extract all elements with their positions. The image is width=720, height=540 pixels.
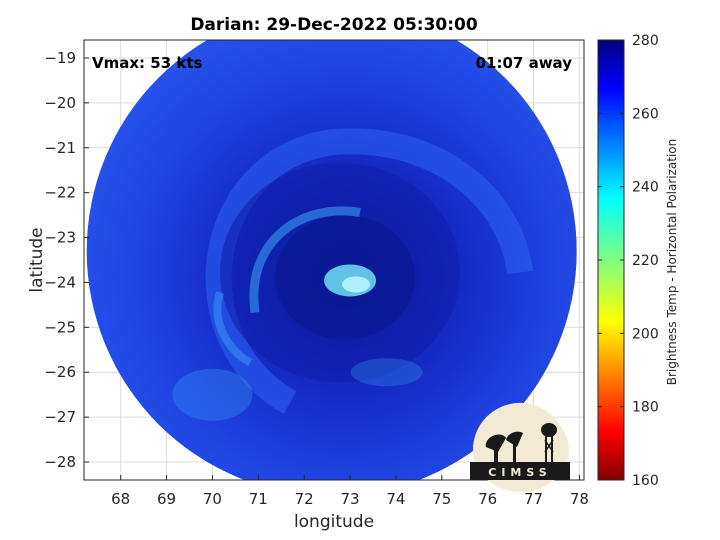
- x-tick-label: 78: [570, 490, 589, 508]
- colorbar-tick-label: 280: [632, 33, 659, 49]
- swath-image: [86, 40, 577, 480]
- y-tick-label: −28: [44, 453, 76, 471]
- x-tick-label: 69: [157, 490, 176, 508]
- colorbar-tick-label: 240: [632, 180, 659, 196]
- y-tick-label: −25: [44, 318, 76, 336]
- x-axis: 68 69 70 71 72 73 74 75 76 77 78: [111, 475, 589, 508]
- y-tick-label: −21: [44, 139, 76, 157]
- colorbar: 280 260 240 220 200 180 160 Brightness Temp - …: [597, 33, 679, 489]
- chart-title: Darian: 29-Dec-2022 05:30:00: [190, 15, 478, 35]
- x-tick-label: 77: [524, 490, 543, 508]
- colorbar-label: Brightness Temp - Horizontal Polarizatio…: [665, 139, 679, 386]
- y-axis: −19 −20 −21 −22 −23 −24 −25 −26 −27 −28: [44, 49, 89, 471]
- y-tick-label: −20: [44, 94, 76, 112]
- storm-structure: [172, 128, 533, 421]
- x-tick-label: 70: [203, 490, 222, 508]
- colorbar-tick-label: 260: [632, 106, 659, 122]
- y-tick-label: −24: [44, 273, 76, 291]
- colorbar-gradient: [597, 39, 625, 481]
- y-axis-label: latitude: [27, 227, 47, 292]
- tower-icon: [541, 423, 557, 462]
- time-away-annotation: 01:07 away: [476, 54, 573, 72]
- y-tick-label: −23: [44, 229, 76, 247]
- colorbar-tick-label: 180: [632, 400, 659, 416]
- outer-rainband: [205, 128, 533, 414]
- y-tick-label: −22: [44, 184, 76, 202]
- y-tick-label: −19: [44, 49, 76, 67]
- x-tick-label: 71: [249, 490, 268, 508]
- logo-text: CIMSS: [488, 466, 551, 479]
- x-tick-label: 73: [341, 490, 360, 508]
- x-axis-label: longitude: [294, 512, 374, 532]
- vmax-annotation: Vmax: 53 kts: [92, 54, 202, 72]
- colorbar-tick-label: 160: [632, 473, 659, 489]
- x-tick-label: 75: [432, 490, 451, 508]
- south-band: [350, 358, 423, 387]
- colorbar-tick-label: 200: [632, 326, 659, 342]
- x-tick-label: 76: [478, 490, 497, 508]
- x-tick-label: 74: [386, 490, 405, 508]
- cimss-logo: CIMSS: [470, 402, 570, 492]
- eye-center: [342, 276, 371, 293]
- axes-frame: [83, 39, 585, 481]
- southwest-band: [172, 368, 253, 421]
- x-tick-label: 68: [111, 490, 130, 508]
- y-tick-label: −27: [44, 408, 76, 426]
- y-tick-label: −26: [44, 363, 76, 381]
- colorbar-ticks: 280 260 240 220 200 180 160: [598, 33, 659, 489]
- west-band: [213, 291, 253, 367]
- x-tick-label: 72: [295, 490, 314, 508]
- colorbar-tick-label: 220: [632, 253, 659, 269]
- satellite-dish-icon: [485, 434, 506, 452]
- inner-rainband: [249, 206, 361, 314]
